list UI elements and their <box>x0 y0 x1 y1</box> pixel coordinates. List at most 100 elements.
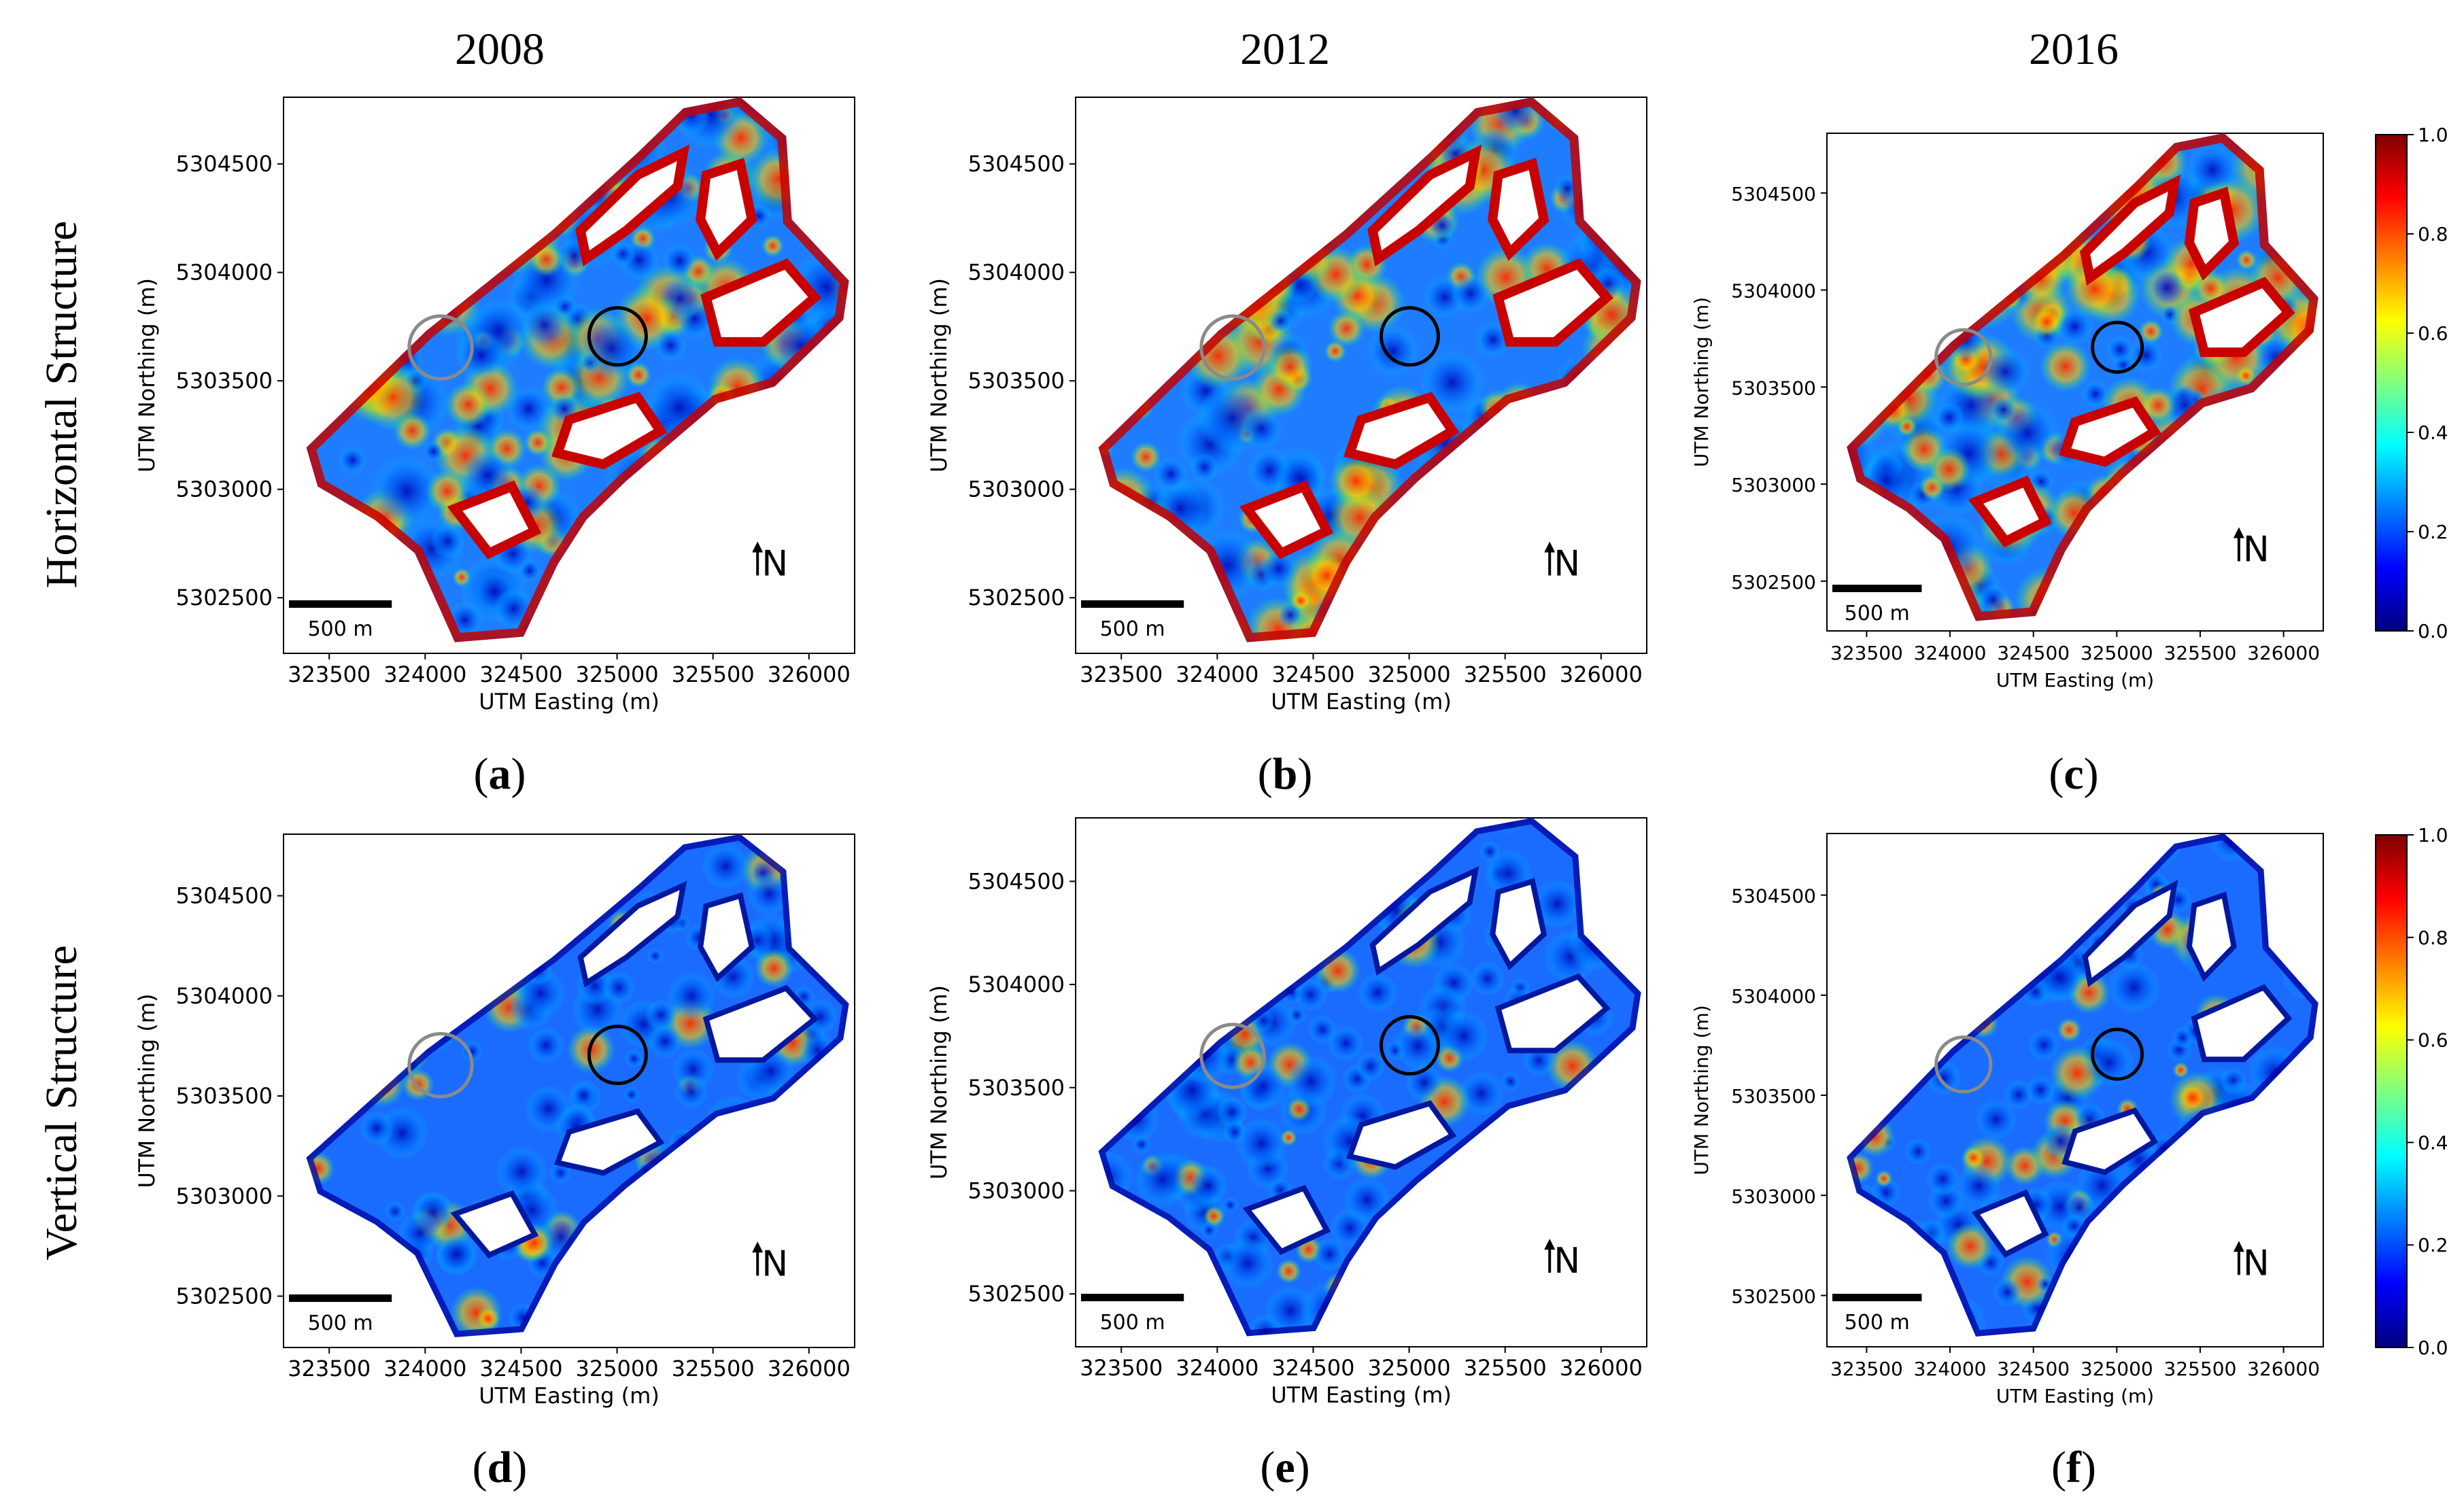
raster-blob <box>1200 1222 1218 1239</box>
raster-blob <box>2083 1037 2134 1088</box>
gray-circle-marker-e <box>1199 1023 1266 1089</box>
north-arrow-icon-f <box>2233 1241 2244 1252</box>
y-tick-label-f-4: 5302500 <box>1731 1286 1816 1308</box>
map-panel-e: N 500 m 323500 324000 324500 325000 325500 3260… <box>926 817 1647 1408</box>
panel-caption-f: (f) <box>2051 1443 2096 1492</box>
colorbar-tick-label: 1.0 <box>2418 124 2448 146</box>
y-tick-label-e-1: 5304000 <box>968 972 1065 997</box>
x-axis-label-d: UTM Easting (m) <box>479 1383 660 1409</box>
gray-circle-marker-f <box>1934 1035 1993 1094</box>
x-axis-label-a: UTM Easting (m) <box>479 689 660 715</box>
map-gap-c-1 <box>2184 186 2240 281</box>
raster-blob <box>1312 1237 1346 1271</box>
colorbar-top: 1.0 0.8 0.6 0.4 0.2 0.0 <box>2375 124 2448 642</box>
x-axis-label-e: UTM Easting (m) <box>1271 1382 1452 1408</box>
y-axis-label-f: UTM Northing (m) <box>1690 1005 1713 1175</box>
raster-blob <box>549 1162 572 1184</box>
y-tick-label-f-1: 5304000 <box>1731 985 1816 1008</box>
raster-blob <box>1153 457 1188 492</box>
raster-blob <box>2107 961 2161 1014</box>
north-arrow-label-d: N <box>762 1243 788 1284</box>
map-gap-b-4 <box>1239 480 1334 560</box>
colorbar-bottom: 1.0 0.8 0.6 0.4 0.2 0.0 <box>2375 824 2448 1359</box>
raster-blob <box>662 243 697 279</box>
map-gap-a-3 <box>551 392 668 470</box>
raster-blob <box>602 971 636 1005</box>
panel-caption-b: (b) <box>1258 749 1313 799</box>
map-gap-e-1 <box>1490 878 1547 971</box>
raster-blob <box>2027 1029 2061 1061</box>
raster-blob <box>528 1027 565 1064</box>
map-gap-c-2 <box>2188 277 2295 358</box>
scale-bar-e <box>1081 1294 1184 1301</box>
x-tick-label-b-2: 324500 <box>1271 662 1354 687</box>
map-gap-b-1 <box>1487 158 1550 261</box>
raster-blob <box>1130 441 1161 472</box>
x-tick-label-c-3: 325000 <box>2081 642 2153 664</box>
raster-blob <box>1470 961 1505 997</box>
x-tick-label-b-0: 323500 <box>1080 662 1163 687</box>
y-tick-label-a-2: 5303500 <box>175 368 273 394</box>
raster-blob <box>2176 1082 2208 1114</box>
panel-caption-b-letter: b <box>1273 749 1298 799</box>
scale-bar-label-b: 500 m <box>1100 617 1165 641</box>
raster-blob <box>1216 1096 1248 1128</box>
colorbar-tick-label: 0.8 <box>2418 927 2448 949</box>
raster-blob <box>456 330 507 381</box>
map-gap-a-2 <box>700 258 822 347</box>
gray-circle-marker-d <box>407 1032 474 1099</box>
colorbar-tick-label: 0.8 <box>2418 223 2448 245</box>
raster-blob <box>1188 1165 1229 1206</box>
map-gap-c-3 <box>2059 396 2161 467</box>
raster-blob <box>1239 407 1283 450</box>
colorbar-tick-label: 0.0 <box>2418 620 2448 642</box>
raster-blob <box>2057 1017 2082 1043</box>
panel-caption-d-letter: d <box>487 1443 513 1492</box>
raster-blob <box>1451 274 1490 313</box>
gray-circle-marker-a <box>407 314 474 381</box>
scale-bar-label-f: 500 m <box>1845 1311 1910 1335</box>
x-tick-label-d-3: 325000 <box>575 1356 658 1381</box>
map-gap-a-1 <box>695 158 757 261</box>
raster-blob <box>1276 1258 1302 1284</box>
raster-blob <box>654 330 687 362</box>
raster-blob <box>1203 1205 1225 1227</box>
black-circle-marker-a <box>587 306 648 367</box>
raster-blob <box>1926 1163 1960 1197</box>
scale-bar-d <box>289 1294 392 1302</box>
x-tick-label-d-1: 324000 <box>383 1356 466 1381</box>
y-tick-label-c-3: 5303000 <box>1731 474 1816 496</box>
x-tick-label-b-4: 325500 <box>1464 662 1547 687</box>
raster-blob <box>475 1306 501 1331</box>
raster-blob <box>2055 308 2093 345</box>
raster-blob <box>1437 1010 1490 1062</box>
raster-blob <box>666 971 717 1021</box>
raster-blob <box>1946 1222 1994 1270</box>
panel-caption-a: (a) <box>474 749 526 799</box>
column-header-2012: 2012 <box>1240 24 1330 74</box>
raster-blob <box>430 523 465 559</box>
raster-blob <box>1532 879 1583 929</box>
row-title-vertical: Vertical Structure <box>37 945 86 1260</box>
raster-blob <box>1324 340 1346 362</box>
raster-blob <box>2064 259 2125 320</box>
scale-bar-label-a: 500 m <box>308 617 373 641</box>
y-tick-label-d-1: 5304000 <box>175 983 273 1009</box>
map-panel-c: N 500 m 323500 324000 324500 325000 325500 3260… <box>1690 133 2324 691</box>
raster-blob <box>445 381 492 428</box>
map-gap-d-1 <box>698 892 755 982</box>
x-tick-label-e-3: 325000 <box>1367 1355 1450 1381</box>
raster-blob <box>524 428 552 457</box>
colorbar-tick-label: 0.2 <box>2418 1234 2448 1256</box>
y-tick-label-a-3: 5303000 <box>175 477 273 502</box>
x-tick-label-a-3: 325000 <box>575 662 658 687</box>
map-gap-e-0 <box>1369 865 1479 976</box>
raster-blob <box>1284 1054 1338 1108</box>
x-tick-label-f-2: 324500 <box>1997 1358 2070 1380</box>
scale-bar-f <box>1832 1294 1922 1301</box>
map-gap-d-2 <box>702 984 819 1063</box>
colorbar-bottom-ticks: 1.0 0.8 0.6 0.4 0.2 0.0 <box>2407 824 2448 1359</box>
raster-blob <box>647 948 664 965</box>
map-gap-b-3 <box>1344 392 1460 470</box>
